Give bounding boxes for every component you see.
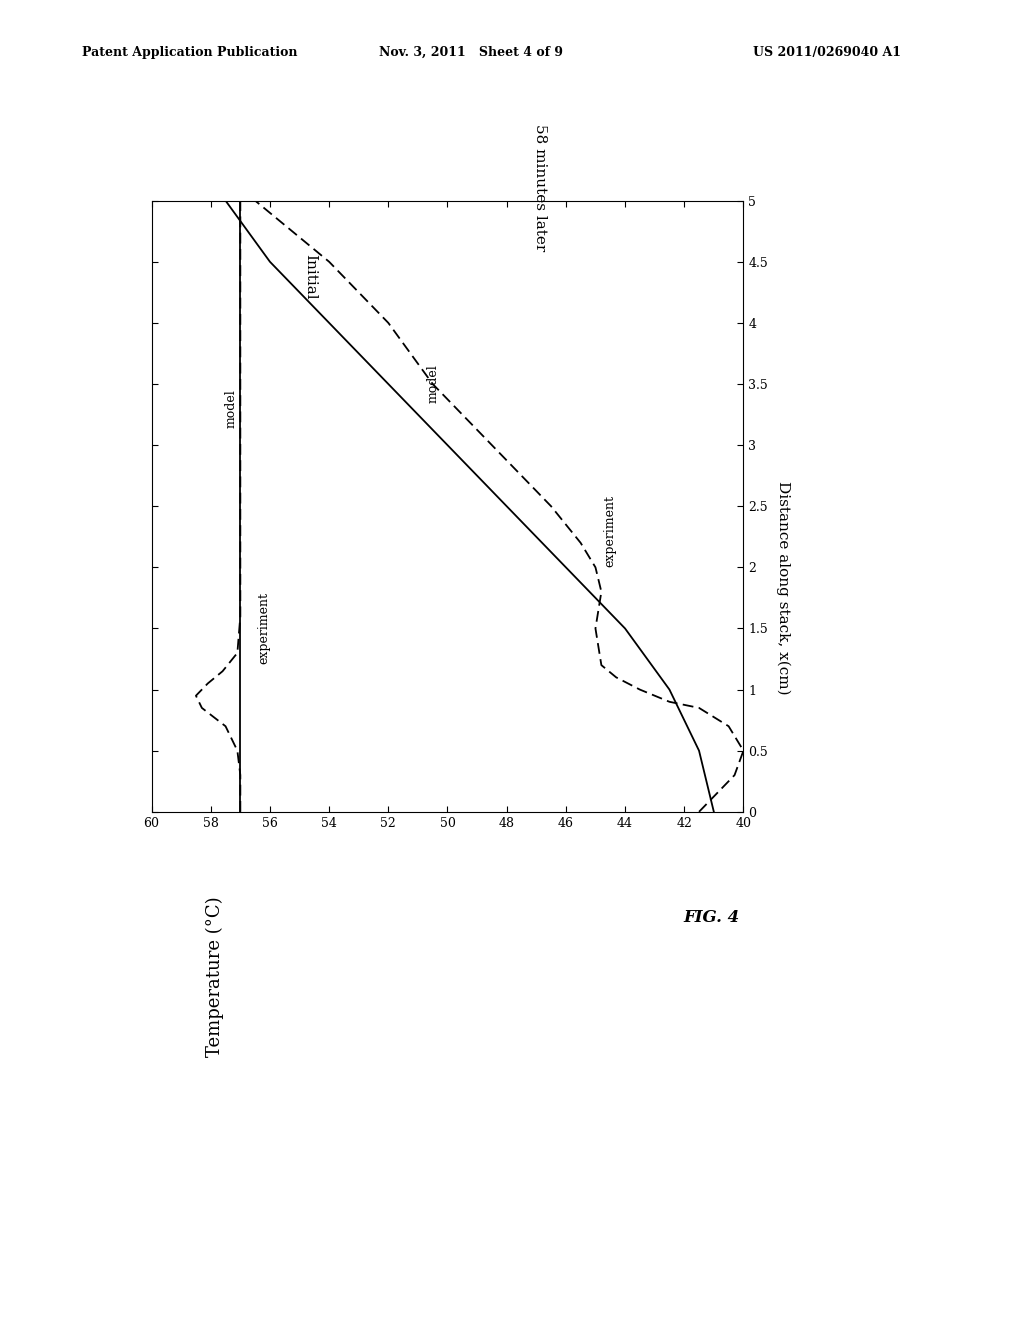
Text: Distance along stack, x(cm): Distance along stack, x(cm) <box>776 480 791 694</box>
Text: experiment: experiment <box>604 495 616 566</box>
Text: Patent Application Publication: Patent Application Publication <box>82 46 297 59</box>
Text: Initial: Initial <box>303 255 317 300</box>
Text: US 2011/0269040 A1: US 2011/0269040 A1 <box>753 46 901 59</box>
Text: experiment: experiment <box>257 593 270 664</box>
Text: model: model <box>426 364 439 404</box>
Text: FIG. 4: FIG. 4 <box>684 909 739 925</box>
Text: 58 minutes later: 58 minutes later <box>532 124 547 251</box>
Text: Temperature (°C): Temperature (°C) <box>206 896 224 1057</box>
Text: model: model <box>225 389 238 428</box>
Text: Nov. 3, 2011   Sheet 4 of 9: Nov. 3, 2011 Sheet 4 of 9 <box>379 46 563 59</box>
